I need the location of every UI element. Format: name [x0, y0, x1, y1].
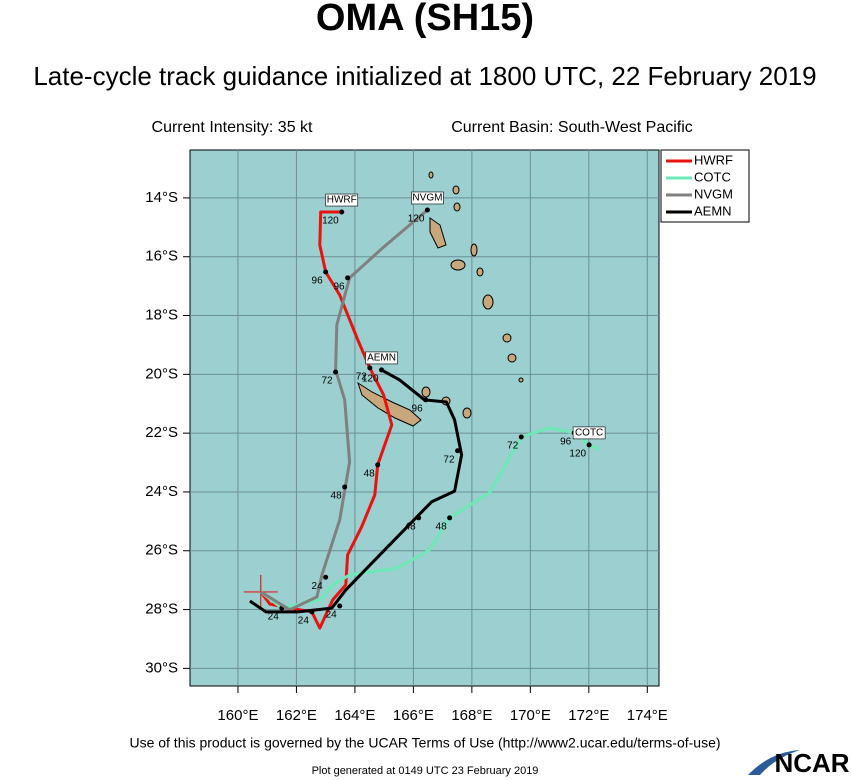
track-tag: COTC [575, 428, 603, 439]
island [462, 407, 472, 419]
title: OMA (SH15) [316, 0, 534, 39]
forecast-hour: 24 [298, 616, 310, 627]
forecast-hour: 120 [569, 449, 586, 460]
x-tick-label: 170°E [510, 707, 551, 724]
forecast-point [447, 515, 453, 521]
forecast-point [423, 397, 429, 403]
x-tick-label: 160°E [217, 707, 258, 724]
forecast-hour: 24 [326, 610, 338, 621]
forecast-hour: 96 [412, 404, 424, 415]
forecast-point [342, 484, 348, 490]
y-tick-label: 20°S [145, 365, 178, 382]
forecast-point [337, 603, 343, 609]
forecast-hour: 24 [312, 581, 324, 592]
legend-label: AEMN [694, 203, 732, 218]
forecast-point [323, 574, 329, 580]
y-tick-label: 22°S [145, 424, 178, 441]
forecast-hour: 96 [333, 282, 345, 293]
island [470, 243, 478, 257]
forecast-hour: 72 [321, 376, 333, 387]
track-tag: HWRF [327, 195, 357, 206]
forecast-hour: 24 [268, 612, 280, 623]
x-tick-label: 174°E [627, 707, 668, 724]
forecast-point [375, 462, 381, 468]
y-tick-label: 14°S [145, 189, 178, 206]
track-tag: AEMN [367, 353, 396, 364]
forecast-point [424, 207, 430, 213]
legend: HWRF COTC NVGM AEMN [660, 149, 750, 223]
legend-label: COTC [694, 169, 731, 184]
x-tick-label: 172°E [568, 707, 609, 724]
island [429, 217, 447, 249]
track-tag-box [411, 191, 444, 205]
island [453, 202, 461, 212]
track-line [249, 368, 464, 614]
new-caledonia [357, 381, 422, 427]
track-tag-box [325, 193, 359, 207]
forecast-point [379, 367, 385, 373]
forecast-hour: 120 [362, 374, 379, 385]
footer: Use of this product is governed by the U… [129, 735, 720, 751]
x-tick-label: 168°E [451, 707, 492, 724]
island [502, 333, 512, 343]
forecast-hour: 96 [560, 436, 572, 447]
forecast-hour: 120 [408, 214, 425, 225]
forecast-hour: 72 [356, 372, 368, 383]
intensity: Current Intensity: 35 kt [152, 119, 314, 136]
forecast-hour: 72 [443, 454, 455, 465]
forecast-point [367, 365, 373, 371]
subtitle: Late-cycle track guidance initialized at… [33, 61, 816, 91]
y-tick-label: 28°S [145, 601, 178, 618]
y-tick-label: 16°S [145, 248, 178, 265]
forecast-point [455, 448, 461, 454]
track-line [260, 208, 429, 612]
forecast-point [339, 209, 345, 215]
island [507, 353, 517, 363]
legend-label: HWRF [694, 152, 733, 167]
island [450, 259, 466, 271]
tracks: 24 48 72 96 120 HWRF 24 48 72 96 120 COTC 24 48 72 96 12… [243, 191, 606, 630]
land [357, 171, 524, 427]
x-tick-label: 166°E [393, 707, 434, 724]
forecast-hour: 96 [312, 276, 324, 287]
track-tag: NVGM [412, 193, 442, 204]
forecast-hour: 48 [405, 521, 417, 532]
forecast-point [518, 434, 524, 440]
forecast-hour: 48 [331, 491, 343, 502]
y-tick-label: 26°S [145, 542, 178, 559]
forecast-hour: 72 [507, 441, 519, 452]
forecast-point [586, 442, 592, 448]
y-tick-label: 30°S [145, 659, 178, 676]
forecast-hour: 48 [436, 521, 448, 532]
legend-label: NVGM [694, 186, 733, 201]
forecast-point [416, 515, 422, 521]
island [452, 185, 460, 195]
forecast-point [345, 275, 351, 281]
x-tick-label: 162°E [276, 707, 317, 724]
forecast-hour: 48 [364, 469, 376, 480]
island [421, 386, 431, 398]
island [518, 377, 524, 383]
track-tag-box [572, 426, 606, 440]
forecast-hour: 120 [322, 216, 339, 227]
basin: Current Basin: South-West Pacific [451, 119, 693, 136]
island [482, 294, 494, 310]
track-line [259, 210, 394, 630]
island [428, 171, 434, 179]
logo-swoosh [748, 750, 800, 775]
track-tag-box [365, 351, 398, 365]
island [476, 267, 484, 277]
logo: NCAR [774, 748, 849, 778]
y-tick-label: 24°S [145, 483, 178, 500]
forecast-point [323, 269, 329, 275]
forecast-point [333, 369, 339, 375]
x-tick-label: 164°E [334, 707, 375, 724]
y-tick-label: 18°S [145, 307, 178, 324]
generated: Plot generated at 0149 UTC 23 February 2… [312, 765, 539, 777]
